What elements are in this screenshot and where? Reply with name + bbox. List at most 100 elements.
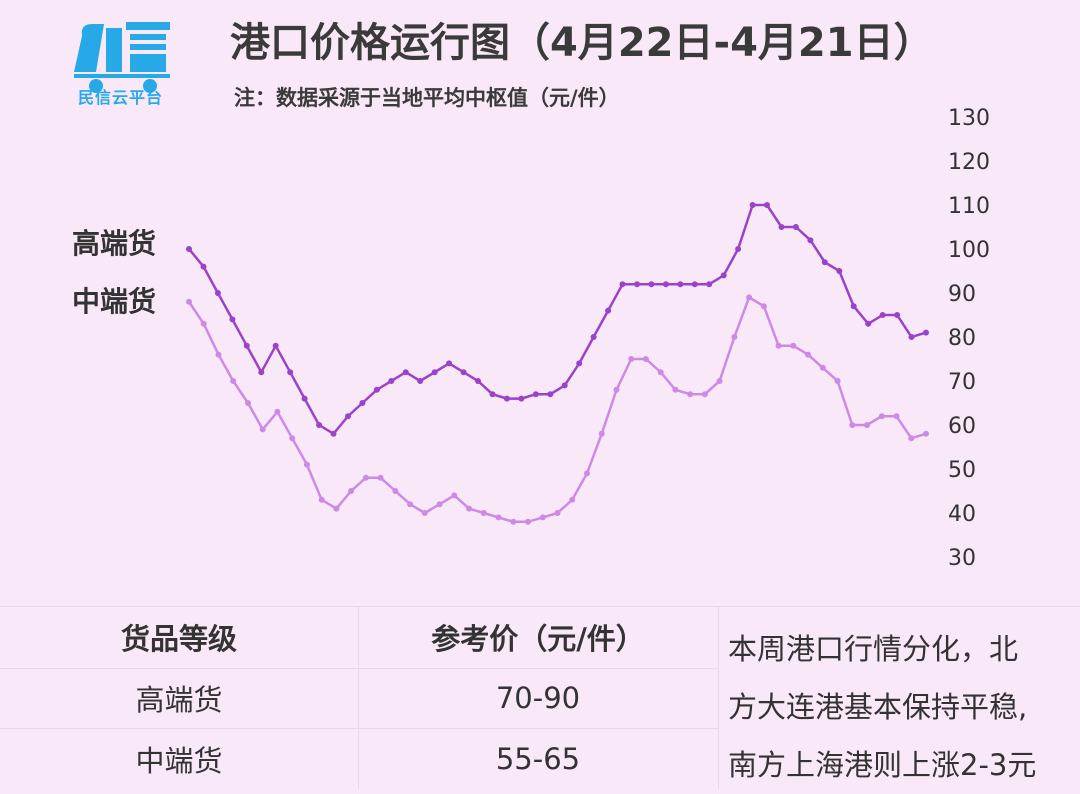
header-price: 参考价（元/件） xyxy=(431,622,645,656)
remark-line-3: 南方上海港则上涨2-3元 xyxy=(728,748,1037,782)
data-point xyxy=(894,312,901,318)
data-point xyxy=(764,202,770,208)
header-grade: 货品等级 xyxy=(120,622,237,656)
data-point xyxy=(345,413,351,420)
data-point xyxy=(272,342,279,349)
data-point xyxy=(792,224,799,230)
data-point xyxy=(672,386,679,393)
data-point xyxy=(687,391,694,398)
data-point xyxy=(200,263,207,270)
price-table: 货品等级 参考价（元/件） 高端货 70-90 中端货 55-65 本周港口行情… xyxy=(0,606,1080,789)
logo-text: 民信云平台 xyxy=(78,88,164,107)
data-point xyxy=(657,369,664,376)
data-point xyxy=(259,426,266,433)
row-high-price: 70-90 xyxy=(495,681,581,715)
page-title: 港口价格运行图（4月22日-4月21日） xyxy=(230,20,934,66)
data-point xyxy=(243,342,250,349)
data-point xyxy=(510,518,517,525)
data-point xyxy=(480,510,487,516)
data-point xyxy=(775,342,782,349)
data-point xyxy=(431,369,438,376)
y-tick-label: 70 xyxy=(948,370,976,395)
legend-high: 高端货 xyxy=(72,227,157,260)
data-point xyxy=(879,312,886,318)
data-point xyxy=(245,400,251,406)
data-point xyxy=(539,514,546,521)
data-point xyxy=(289,435,296,442)
data-point xyxy=(554,510,561,516)
remark-line-1: 本周港口行情分化，北 xyxy=(728,632,1019,666)
y-tick-label: 100 xyxy=(948,238,990,263)
data-point xyxy=(701,391,708,398)
data-point xyxy=(303,461,310,468)
y-tick-label: 90 xyxy=(948,282,976,307)
truck-logo-icon xyxy=(74,22,170,93)
data-point xyxy=(819,364,826,371)
data-point xyxy=(330,430,337,437)
series-line-mid xyxy=(187,295,927,524)
y-tick-label: 60 xyxy=(948,414,976,439)
data-point xyxy=(749,202,756,208)
data-point xyxy=(359,400,366,406)
data-point xyxy=(834,378,841,384)
row-mid-price: 55-65 xyxy=(495,741,581,776)
price-line-chart: 130 120 110 100 90 80 70 60 50 40 30 xyxy=(186,106,990,571)
data-point xyxy=(421,510,428,516)
data-point xyxy=(598,430,605,437)
data-point xyxy=(348,488,355,494)
data-point xyxy=(287,369,294,376)
data-point xyxy=(706,281,713,288)
data-point xyxy=(821,259,828,266)
y-tick-label: 50 xyxy=(948,458,976,483)
data-point xyxy=(503,395,510,402)
data-point xyxy=(677,281,684,288)
data-point xyxy=(525,518,531,525)
data-point xyxy=(760,303,767,310)
data-point xyxy=(805,351,812,358)
data-point xyxy=(301,395,308,402)
remark-line-2: 方大连港基本保持平稳, xyxy=(728,690,1028,724)
legend-mid: 中端货 xyxy=(72,285,157,318)
data-point xyxy=(274,408,281,415)
data-point xyxy=(417,378,424,384)
data-point xyxy=(214,290,221,296)
data-point xyxy=(576,360,583,367)
data-point xyxy=(628,356,635,362)
data-point xyxy=(569,496,576,503)
data-point xyxy=(402,369,409,376)
data-point xyxy=(878,413,885,420)
data-point xyxy=(642,356,649,362)
data-point xyxy=(648,281,655,288)
data-point xyxy=(634,281,640,288)
row-high-grade: 高端货 xyxy=(135,683,223,717)
y-tick-label: 110 xyxy=(948,194,990,219)
data-point xyxy=(466,505,473,512)
data-point xyxy=(489,391,496,398)
data-point xyxy=(547,391,554,398)
data-point xyxy=(200,320,207,327)
y-tick-label: 40 xyxy=(948,502,976,527)
data-point xyxy=(377,474,384,481)
data-point xyxy=(864,422,870,428)
data-point xyxy=(392,488,399,494)
data-point xyxy=(720,272,727,279)
y-tick-label: 30 xyxy=(948,546,976,571)
data-point xyxy=(373,386,380,393)
data-point xyxy=(584,470,590,477)
data-point xyxy=(532,391,539,398)
data-point xyxy=(407,501,414,508)
data-point xyxy=(258,369,265,376)
data-point xyxy=(923,329,929,336)
data-point xyxy=(807,237,814,244)
data-point xyxy=(561,382,568,389)
data-point xyxy=(908,435,915,442)
data-point xyxy=(318,496,325,503)
data-point xyxy=(662,281,669,288)
data-point xyxy=(388,378,395,384)
data-point xyxy=(691,281,698,288)
series-line-high xyxy=(188,203,927,436)
data-point xyxy=(451,492,458,499)
data-point xyxy=(186,246,192,252)
data-point xyxy=(186,298,192,305)
data-point xyxy=(460,369,467,376)
